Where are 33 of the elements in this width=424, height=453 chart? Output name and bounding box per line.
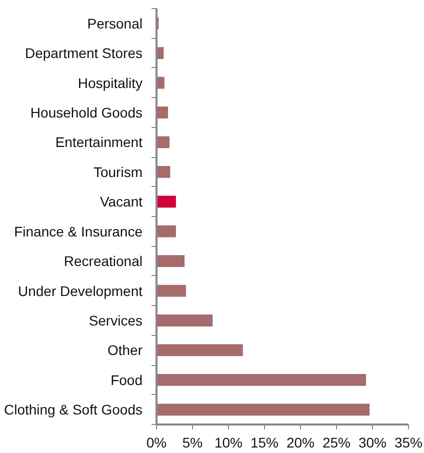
bar bbox=[156, 255, 185, 268]
bar bbox=[156, 225, 176, 238]
bar bbox=[156, 106, 168, 118]
bar bbox=[156, 136, 170, 148]
y-tick-label: Tourism bbox=[93, 164, 143, 180]
bar bbox=[156, 374, 366, 386]
y-tick-label: Entertainment bbox=[55, 134, 143, 150]
y-tick-label: Food bbox=[110, 372, 143, 388]
y-tick-label: Department Stores bbox=[25, 45, 143, 62]
bar bbox=[156, 284, 186, 297]
bar bbox=[156, 196, 176, 208]
x-tick-label: 0% bbox=[146, 434, 167, 450]
bar bbox=[156, 404, 370, 416]
y-tick-label: Other bbox=[107, 342, 143, 358]
x-tick-label: 10% bbox=[214, 434, 243, 450]
y-tick-label: Finance & Insurance bbox=[14, 223, 143, 240]
y-tick-label: Recreational bbox=[64, 253, 143, 270]
y-tick-label: Clothing & Soft Goods bbox=[4, 402, 143, 418]
y-tick-label: Services bbox=[88, 312, 143, 328]
x-tick-label: 35% bbox=[394, 434, 423, 450]
bar bbox=[156, 344, 243, 356]
y-tick-label: Hospitality bbox=[78, 74, 143, 91]
y-tick-label: Under Development bbox=[18, 282, 143, 299]
y-tick-label: Household Goods bbox=[30, 104, 143, 120]
x-tick-label: 20% bbox=[286, 434, 315, 450]
x-tick-label: 5% bbox=[182, 434, 203, 450]
x-tick-label: 30% bbox=[358, 434, 387, 450]
bar bbox=[156, 166, 170, 178]
x-tick-label: 25% bbox=[322, 434, 351, 450]
bar bbox=[156, 314, 213, 326]
x-tick-label: 15% bbox=[250, 434, 279, 450]
y-tick-label: Vacant bbox=[100, 194, 143, 210]
y-tick-label: Personal bbox=[87, 15, 143, 32]
